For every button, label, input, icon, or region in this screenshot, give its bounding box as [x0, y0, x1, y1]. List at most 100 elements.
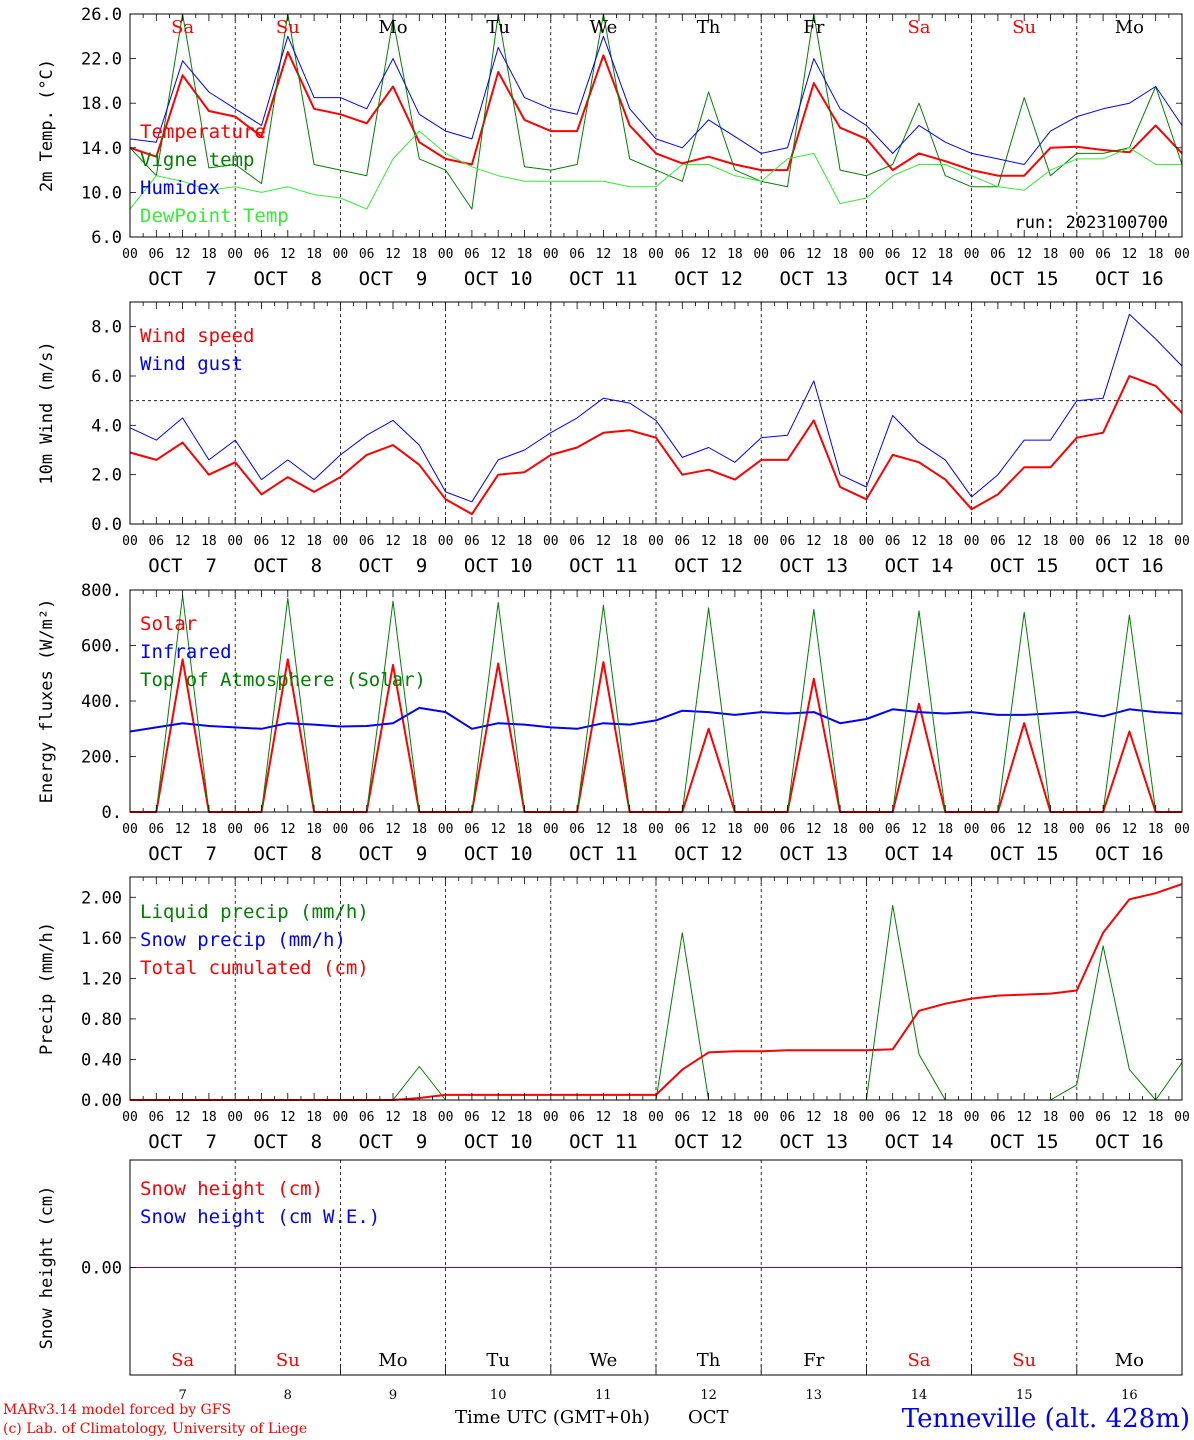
hour-tick-label: 00: [859, 822, 875, 837]
hour-tick-label: 00: [543, 1110, 559, 1125]
y-tick-label: 6.0: [91, 367, 122, 387]
date-label: OCT 11: [569, 268, 638, 290]
hour-tick-label: 12: [1122, 247, 1138, 262]
hour-tick-label: 12: [175, 1110, 191, 1125]
hour-tick-label: 12: [385, 822, 401, 837]
date-label: OCT 11: [569, 843, 638, 865]
wind-panel: 0.0 2.0 4.0 6.0 8.0 10m Wind (m/s) Wind speed W…: [37, 301, 1190, 577]
date-label: OCT 7: [148, 1131, 217, 1153]
hour-tick-label: 12: [806, 822, 822, 837]
hour-tick-label: 00: [438, 822, 454, 837]
hour-tick-label: 00: [1069, 822, 1085, 837]
hour-tick-label: 06: [569, 822, 585, 837]
hour-tick-label: 18: [517, 1110, 533, 1125]
date-label: OCT 8: [253, 843, 322, 865]
hour-tick-label: 00: [438, 534, 454, 549]
hour-tick-label: 12: [806, 534, 822, 549]
hour-tick-label: 00: [753, 247, 769, 262]
hour-tick-label: 18: [832, 247, 848, 262]
weekday-label: Su: [1012, 1350, 1036, 1371]
weekday-label: Mo: [378, 1350, 407, 1371]
y-tick-label: 1.60: [81, 929, 122, 949]
day-number-label: 13: [806, 1388, 823, 1403]
credit-line-2: (c) Lab. of Climatology, University of L…: [3, 1421, 307, 1437]
hour-tick-label: 18: [411, 247, 427, 262]
legend-entry: Humidex: [140, 177, 220, 199]
hour-tick-label: 06: [1095, 534, 1111, 549]
hour-tick-label: 12: [280, 1110, 296, 1125]
hour-tick-label: 18: [727, 247, 743, 262]
y-tick-label: 0.00: [81, 1091, 122, 1111]
hour-tick-label: 00: [1069, 1110, 1085, 1125]
hour-tick-label: 12: [1016, 822, 1032, 837]
weekday-label: Su: [276, 17, 300, 38]
hour-tick-label: 00: [859, 534, 875, 549]
weekday-label: Su: [1012, 17, 1036, 38]
hour-tick-label: 06: [464, 534, 480, 549]
weekday-label: Tu: [486, 17, 510, 38]
hour-tick-label: 18: [832, 822, 848, 837]
hour-tick-label: 00: [753, 534, 769, 549]
hour-tick-label: 18: [1043, 247, 1059, 262]
hour-tick-label: 00: [648, 247, 664, 262]
hour-tick-label: 12: [701, 247, 717, 262]
hour-tick-label: 06: [1095, 1110, 1111, 1125]
date-label: OCT 9: [359, 1131, 428, 1153]
series-line-wind-speed: [129, 375, 1183, 516]
hour-tick-label: 12: [701, 1110, 717, 1125]
credit-line-1: MARv3.14 model forced by GFS: [3, 1402, 231, 1418]
hour-tick-label: 18: [201, 1110, 217, 1125]
hour-tick-label: 18: [201, 247, 217, 262]
date-label: OCT 12: [674, 268, 743, 290]
date-label: OCT 11: [569, 1131, 638, 1153]
date-label: OCT 13: [779, 268, 848, 290]
date-label: OCT 16: [1095, 555, 1164, 577]
date-label: OCT 7: [148, 268, 217, 290]
y-tick-label: 6.0: [91, 228, 122, 248]
hour-tick-label: 00: [964, 822, 980, 837]
hour-tick-label: 06: [674, 534, 690, 549]
hour-tick-label: 12: [1016, 1110, 1032, 1125]
legend-entry: Temperature: [140, 121, 266, 143]
hour-tick-label: 00: [543, 534, 559, 549]
date-label: OCT 14: [885, 268, 954, 290]
date-label: OCT 10: [464, 268, 533, 290]
chart-panels: 6.0 10.0 14.0 18.0 22.0 26.0 2m Temp. (°C) Temp…: [37, 5, 1190, 1403]
hour-tick-label: 18: [306, 1110, 322, 1125]
hour-tick-label: 06: [990, 1110, 1006, 1125]
date-label: OCT 14: [885, 843, 954, 865]
day-number-label: 10: [490, 1388, 507, 1403]
date-label: OCT 7: [148, 555, 217, 577]
weekday-label: Tu: [486, 1350, 510, 1371]
date-label: OCT 7: [148, 843, 217, 865]
y-tick-label: 10.0: [81, 183, 122, 203]
date-label: OCT 15: [990, 843, 1059, 865]
hour-tick-label: 18: [937, 534, 953, 549]
hour-tick-label: 18: [622, 1110, 638, 1125]
hour-tick-label: 18: [517, 534, 533, 549]
hour-tick-label: 00: [122, 534, 138, 549]
hour-tick-label: 12: [175, 534, 191, 549]
hour-tick-label: 00: [122, 822, 138, 837]
y-tick-label: 400.: [81, 692, 122, 712]
hour-tick-label: 12: [911, 247, 927, 262]
hour-tick-label: 00: [859, 1110, 875, 1125]
date-label: OCT 12: [674, 555, 743, 577]
hour-tick-label: 00: [1174, 247, 1190, 262]
temperature-panel: 6.0 10.0 14.0 18.0 22.0 26.0 2m Temp. (°C) Temp…: [37, 5, 1190, 290]
hour-tick-label: 06: [464, 1110, 480, 1125]
hour-tick-label: 12: [385, 534, 401, 549]
hour-tick-label: 06: [1095, 822, 1111, 837]
date-label: OCT 14: [885, 555, 954, 577]
hour-tick-label: 12: [1122, 1110, 1138, 1125]
hour-tick-label: 12: [1122, 822, 1138, 837]
hour-tick-label: 12: [911, 1110, 927, 1125]
hour-tick-label: 06: [359, 247, 375, 262]
hour-tick-label: 12: [490, 1110, 506, 1125]
hour-tick-label: 12: [806, 1110, 822, 1125]
hour-tick-label: 06: [569, 534, 585, 549]
legend-entry: Total cumulated (cm): [140, 957, 369, 979]
hour-tick-label: 00: [964, 1110, 980, 1125]
hour-tick-label: 00: [543, 247, 559, 262]
date-label: OCT 9: [359, 268, 428, 290]
